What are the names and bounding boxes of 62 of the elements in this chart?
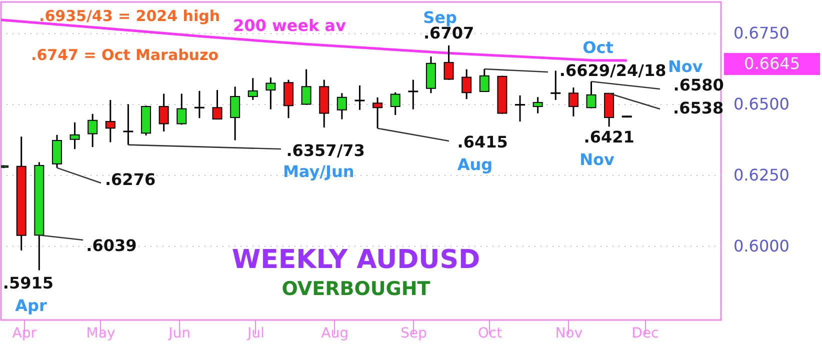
candlestick	[354, 84, 365, 111]
y-tick-label: 0.6500	[734, 94, 790, 114]
candlestick	[70, 122, 80, 150]
candlestick	[266, 76, 276, 110]
candlestick	[176, 92, 187, 126]
series-label: 200 week av	[233, 16, 346, 35]
annotation: Sep	[423, 8, 457, 27]
candlestick	[550, 70, 561, 101]
candlestick	[336, 92, 347, 120]
annotation: Oct	[582, 38, 614, 57]
annotation: .6538	[673, 98, 724, 118]
candlestick	[390, 92, 400, 116]
y-tick-label: 0.6750	[734, 24, 790, 43]
candlestick	[301, 68, 312, 106]
candlestick	[408, 79, 418, 110]
x-tick-label: Aug	[321, 326, 348, 342]
text: 0.6645	[744, 54, 800, 73]
candlestick	[532, 96, 543, 114]
annotation: .6276	[104, 170, 156, 189]
x-tick-label: Dec	[632, 326, 659, 342]
candlestick	[515, 94, 526, 122]
annotation: .6415	[457, 132, 508, 152]
candlestick	[123, 103, 134, 146]
candlestick	[462, 68, 472, 100]
y-tick-label: 0.6250	[734, 166, 790, 185]
annotation: Aug	[457, 155, 493, 174]
candlestick	[248, 77, 258, 101]
candlestick	[105, 99, 116, 144]
annotation: Apr	[15, 296, 47, 315]
candlestick	[230, 86, 240, 142]
candlestick	[283, 79, 294, 119]
annotation: .6580	[673, 76, 724, 94]
x-tick-label: Jul	[246, 326, 264, 342]
annotation: .6039	[86, 236, 137, 256]
y-tick-label: 0.6000	[734, 236, 790, 256]
x-tick-label: Sep	[400, 326, 427, 342]
annotation: May/Jun	[283, 162, 354, 181]
candlestick	[158, 92, 169, 132]
annotation: .5915	[2, 273, 54, 292]
text: WEEKLY AUDUSD	[232, 245, 480, 275]
x-tick-label: Nov	[555, 326, 583, 342]
candlestick	[212, 89, 222, 120]
candlestick	[372, 96, 383, 130]
annotation: .6357/73	[286, 140, 365, 160]
candlestick	[444, 44, 454, 81]
annotation: Nov	[668, 57, 704, 76]
annotation: Nov	[580, 150, 615, 169]
candlestick	[194, 90, 204, 119]
candlestick	[568, 86, 578, 118]
annotation: .6421	[584, 128, 634, 147]
x-tick-label: Jun	[168, 326, 191, 342]
candlestick	[479, 68, 490, 93]
text: OVERBOUGHT	[282, 278, 430, 300]
x-tick-label: Apr	[12, 326, 37, 342]
annotation: .6935/43 = 2024 high	[39, 7, 220, 25]
candlestick	[586, 80, 596, 109]
x-tick-label: May	[86, 326, 116, 342]
x-tick-label: Oct	[478, 326, 503, 342]
annotation: .6629/24/18	[559, 61, 666, 80]
candlestick	[52, 134, 62, 169]
candlestick	[88, 113, 98, 148]
annotation: .6747 = Oct Marabuzo	[31, 46, 219, 64]
